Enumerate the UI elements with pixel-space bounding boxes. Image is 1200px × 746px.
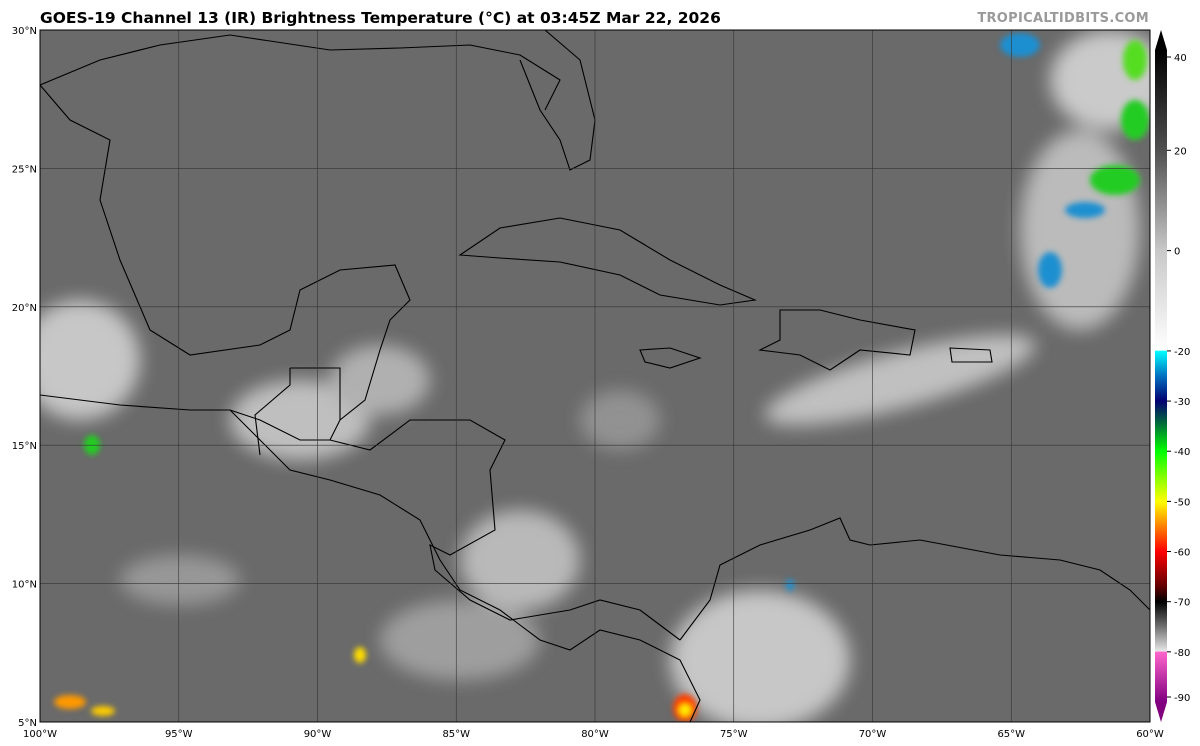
lon-label: 90°W (304, 729, 332, 740)
coastline-south-america (679, 517, 1150, 641)
colorbar-tick-label: -70 (1174, 598, 1190, 609)
colorbar-tick-label: 40 (1174, 53, 1187, 64)
coastlines (40, 30, 1150, 722)
colorbar-extend-bottom (1155, 702, 1167, 722)
colorbar-ticks: 40 20 0 -20 -30 -40 -50 -60 -70 -80 -90 (1167, 53, 1190, 704)
colorbar-tick-label: -20 (1174, 347, 1190, 358)
cold-cloud-tops (54, 33, 1149, 722)
lon-label: 85°W (442, 729, 470, 740)
colorbar-tick-label: 0 (1174, 247, 1180, 258)
latitude-labels: 5°N 10°N 15°N 20°N 25°N 30°N (12, 26, 37, 729)
colorbar: 40 20 0 -20 -30 -40 -50 -60 -70 -80 -90 (1155, 30, 1190, 722)
colorbar-bar (1155, 50, 1167, 702)
coastline-pacific-ca (229, 409, 701, 722)
colorbar-tick-label: -60 (1174, 548, 1190, 559)
coastline-puerto-rico (949, 347, 993, 363)
lon-label: 80°W (581, 729, 609, 740)
lon-label: 95°W (165, 729, 193, 740)
coastline-florida (519, 30, 596, 171)
lon-label: 100°W (23, 729, 57, 740)
lat-label: 5°N (18, 718, 37, 729)
lat-label: 25°N (12, 164, 37, 175)
colorbar-extend-top (1155, 30, 1167, 50)
colorbar-tick-label: -50 (1174, 497, 1190, 508)
lat-label: 30°N (12, 26, 37, 37)
coastline-central-america (329, 419, 681, 641)
lat-label: 15°N (12, 441, 37, 452)
lon-label: 65°W (997, 729, 1025, 740)
lon-label: 70°W (859, 729, 887, 740)
longitude-labels: 100°W 95°W 90°W 85°W 80°W 75°W 70°W 65°W 60°W (23, 729, 1164, 740)
map-title: GOES-19 Channel 13 (IR) Brightness Tempe… (40, 9, 721, 27)
lon-label: 60°W (1136, 729, 1164, 740)
coastline-cuba (458, 217, 758, 306)
colorbar-tick-label: -30 (1174, 397, 1190, 408)
colorbar-tick-label: -90 (1174, 693, 1190, 704)
border-guatemala (254, 367, 341, 456)
lat-label: 10°N (12, 580, 37, 591)
coastline-jamaica (639, 347, 702, 369)
colorbar-tick-label: -40 (1174, 447, 1190, 458)
gridlines (40, 30, 1150, 722)
lat-label: 20°N (12, 303, 37, 314)
colorbar-tick-label: -80 (1174, 648, 1190, 659)
credit-watermark: TROPICALTIDBITS.COM (977, 11, 1149, 26)
map-frame (39, 29, 1151, 723)
coastline-hispaniola (758, 309, 916, 371)
coastline-us-gulf (40, 34, 561, 111)
lon-label: 75°W (720, 729, 748, 740)
colorbar-tick-label: 20 (1174, 146, 1187, 157)
